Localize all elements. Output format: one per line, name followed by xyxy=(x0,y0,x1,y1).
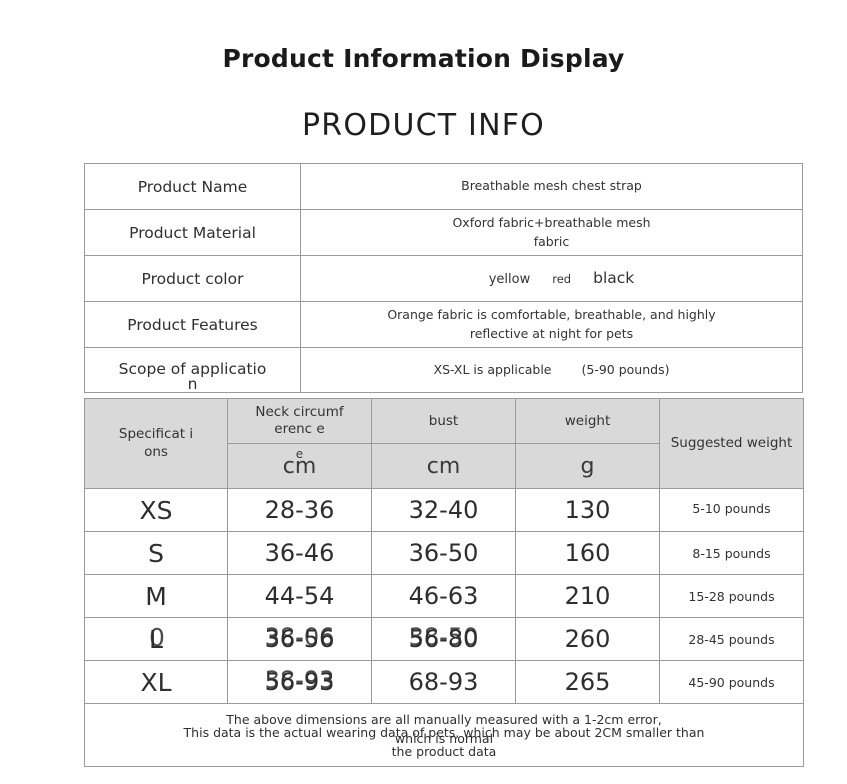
table-header-row: cm e cm g xyxy=(85,443,804,489)
table-row: Product Features Orange fabric is comfor… xyxy=(84,301,803,348)
suggested-weight-l: 28-45 pounds xyxy=(659,617,804,661)
note-b-line-2: the product data xyxy=(391,744,497,760)
header-bust-unit: cm xyxy=(371,443,516,489)
table-row: M 44-54 46-63 210 15-28 pounds xyxy=(84,574,804,618)
color-options: yellow red black xyxy=(301,267,802,290)
neck-value-xl-ghost: 38-93 xyxy=(264,666,335,694)
table-footer-row: The above dimensions are all manually me… xyxy=(84,703,804,767)
suggested-weight-xl: 45-90 pounds xyxy=(659,660,804,704)
header-bust: bust xyxy=(371,398,516,444)
note-a-line-1: The above dimensions are all manually me… xyxy=(226,712,662,727)
bust-value-xl: 68-93 xyxy=(371,660,516,704)
measurement-note: The above dimensions are all manually me… xyxy=(84,703,804,767)
product-name-label: Product Name xyxy=(84,163,301,210)
features-line-2: reflective at night for pets xyxy=(469,325,634,341)
neck-value-xl: 56-93 38-93 xyxy=(227,660,372,704)
page-title: Product Information Display xyxy=(222,44,625,73)
table-row: S 36-46 36-50 160 8-15 pounds xyxy=(84,531,804,575)
bust-value-l-primary: 56-80 xyxy=(408,625,479,653)
bust-value-s: 36-50 xyxy=(371,531,516,575)
size-label-s: S xyxy=(84,531,228,575)
suggested-weight-xs: 5-10 pounds xyxy=(659,488,804,532)
product-material-label: Product Material xyxy=(84,209,301,256)
neck-value-xl-glyphs: 56-93 38-93 xyxy=(264,666,335,696)
material-line-1: Oxford fabric+breathable mesh xyxy=(452,214,651,230)
material-line-2: fabric xyxy=(533,233,570,249)
bust-value-l-glyphs: 56-80 38-50 xyxy=(408,623,479,653)
product-features-label: Product Features xyxy=(84,301,301,348)
table-row: XS 28-36 32-40 130 5-10 pounds xyxy=(84,488,804,532)
note-block-wearing-data: This data is the actual wearing data of … xyxy=(85,723,803,762)
product-info-table: Product Name Breathable mesh chest strap… xyxy=(84,163,803,393)
scope-of-application-value: XS-XL is applicable (5-90 pounds) xyxy=(300,347,803,393)
neck-value-m: 44-54 xyxy=(227,574,372,618)
size-specification-table: Specificat ions Neck circumferenc e bust… xyxy=(84,398,804,767)
color-red: red xyxy=(552,272,572,287)
size-label-l: L 0 xyxy=(84,617,228,661)
bust-value-l-ghost: 38-50 xyxy=(408,623,479,651)
table-row: Product color yellow red black xyxy=(84,255,803,302)
table-row: Scope of application XS-XL is applicable… xyxy=(84,347,803,393)
header-neck-unit-overflow-glyph: e xyxy=(295,446,304,461)
scope-value-group: XS-XL is applicable (5-90 pounds) xyxy=(301,361,802,379)
neck-value-l-ghost: 38-06 xyxy=(264,623,335,651)
header-neck-unit: cm e xyxy=(227,443,372,489)
weight-value-xl: 265 xyxy=(515,660,660,704)
header-neck-circumference: Neck circumferenc e xyxy=(227,398,372,444)
color-black: black xyxy=(593,269,635,288)
product-features-value: Orange fabric is comfortable, breathable… xyxy=(300,301,803,348)
scope-label-text: Scope of application xyxy=(118,359,267,393)
size-label-l-primary: L xyxy=(149,624,163,654)
header-neck-unit-text: cm xyxy=(282,453,317,479)
neck-value-l-glyphs: 36-56 38-06 xyxy=(264,623,335,653)
header-suggested-weight: Suggested weight xyxy=(659,398,804,489)
product-color-label: Product color xyxy=(84,255,301,302)
table-header-row: Specificat ions Neck circumferenc e bust… xyxy=(84,398,804,489)
size-label-xs: XS xyxy=(84,488,228,532)
neck-value-xl-primary: 56-93 xyxy=(264,668,335,696)
header-weight-unit: g xyxy=(515,443,660,489)
weight-value-xs: 130 xyxy=(515,488,660,532)
header-specifications: Specificat ions xyxy=(84,398,228,489)
note-a-line-2: which is normal xyxy=(394,731,494,747)
suggested-weight-s: 8-15 pounds xyxy=(659,531,804,575)
suggested-weight-xs-text: 5-10 pounds xyxy=(692,501,771,516)
table-row: Product Material Oxford fabric+breathabl… xyxy=(84,209,803,256)
header-neck-text: Neck circumferenc e xyxy=(255,404,344,438)
page-subtitle: PRODUCT INFO xyxy=(302,108,545,143)
header-weight: weight xyxy=(515,398,660,444)
weight-value-s: 160 xyxy=(515,531,660,575)
header-specifications-text: Specificat ions xyxy=(118,426,194,460)
table-row: L 0 36-56 38-06 56-80 38-50 260 28-45 po… xyxy=(84,617,804,661)
size-label-xl: XL xyxy=(84,660,228,704)
scope-weight-range: (5-90 pounds) xyxy=(581,361,670,377)
color-yellow: yellow xyxy=(488,272,531,288)
neck-value-l: 36-56 38-06 xyxy=(227,617,372,661)
bust-value-m: 46-63 xyxy=(371,574,516,618)
weight-value-m: 210 xyxy=(515,574,660,618)
product-material-value: Oxford fabric+breathable mesh fabric xyxy=(300,209,803,256)
neck-value-s: 36-46 xyxy=(227,531,372,575)
scope-range: XS-XL is applicable xyxy=(433,361,552,377)
note-block-measurement-error: The above dimensions are all manually me… xyxy=(85,710,803,749)
bust-value-xs: 32-40 xyxy=(371,488,516,532)
table-row: Product Name Breathable mesh chest strap xyxy=(84,163,803,210)
note-b-line-1: This data is the actual wearing data of … xyxy=(183,725,705,740)
table-row: XL 56-93 38-93 68-93 265 45-90 pounds xyxy=(84,660,804,704)
scope-of-application-label: Scope of application xyxy=(84,347,301,393)
size-label-l-glyphs: L 0 xyxy=(149,622,165,654)
features-line-1: Orange fabric is comfortable, breathable… xyxy=(387,306,716,322)
suggested-weight-m: 15-28 pounds xyxy=(659,574,804,618)
product-name-value: Breathable mesh chest strap xyxy=(300,163,803,210)
product-color-value: yellow red black xyxy=(300,255,803,302)
size-label-l-ghost: 0 xyxy=(149,622,165,652)
size-label-m: M xyxy=(84,574,228,618)
bust-value-l: 56-80 38-50 xyxy=(371,617,516,661)
weight-value-l: 260 xyxy=(515,617,660,661)
neck-value-xs: 28-36 xyxy=(227,488,372,532)
neck-value-l-primary: 36-56 xyxy=(264,625,335,653)
